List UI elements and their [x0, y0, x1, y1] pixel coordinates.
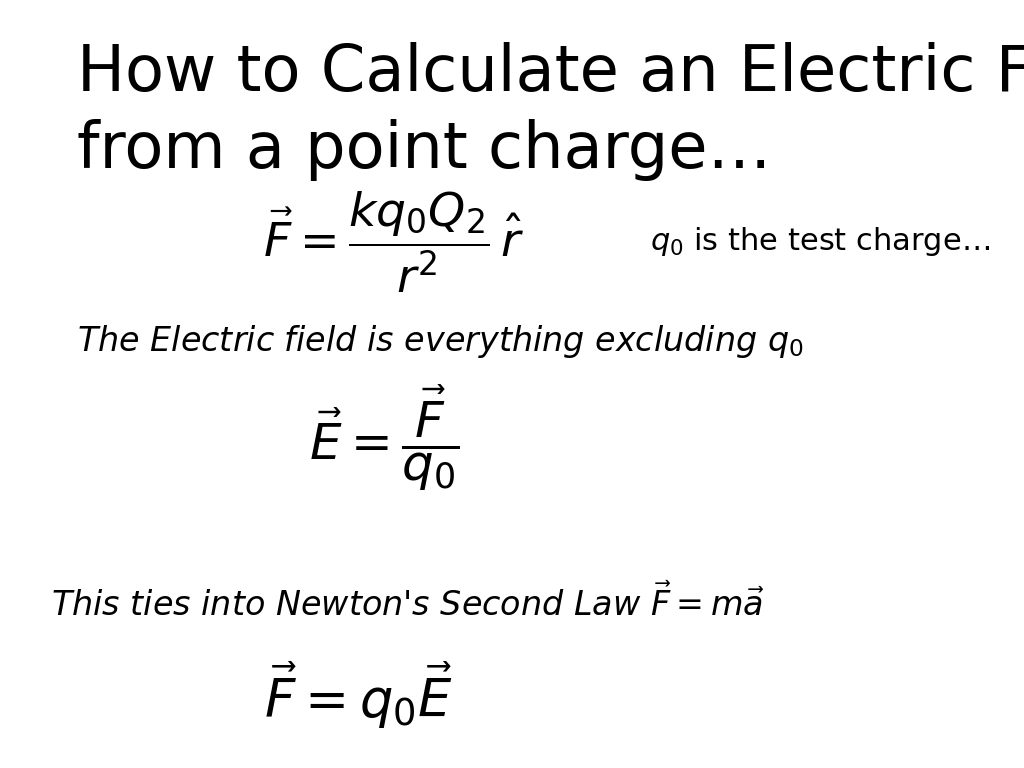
Text: $q_0$ is the test charge…: $q_0$ is the test charge… [650, 226, 990, 258]
Text: $\vec{F} = \dfrac{kq_0Q_2}{r^2}\, \hat{r}$: $\vec{F} = \dfrac{kq_0Q_2}{r^2}\, \hat{r… [263, 189, 525, 295]
Text: The Electric field is everything excluding $q_0$: The Electric field is everything excludi… [77, 323, 803, 360]
Text: This ties into Newton's Second Law $\vec{F} = m\vec{a}$: This ties into Newton's Second Law $\vec… [51, 583, 765, 623]
Text: $\vec{F} = q_0\vec{E}$: $\vec{F} = q_0\vec{E}$ [264, 660, 453, 730]
Text: $\vec{E} = \dfrac{\vec{F}}{q_0}$: $\vec{E} = \dfrac{\vec{F}}{q_0}$ [309, 382, 459, 493]
Text: How to Calculate an Electric Field: How to Calculate an Electric Field [77, 42, 1024, 104]
Text: from a point charge…: from a point charge… [77, 119, 771, 181]
